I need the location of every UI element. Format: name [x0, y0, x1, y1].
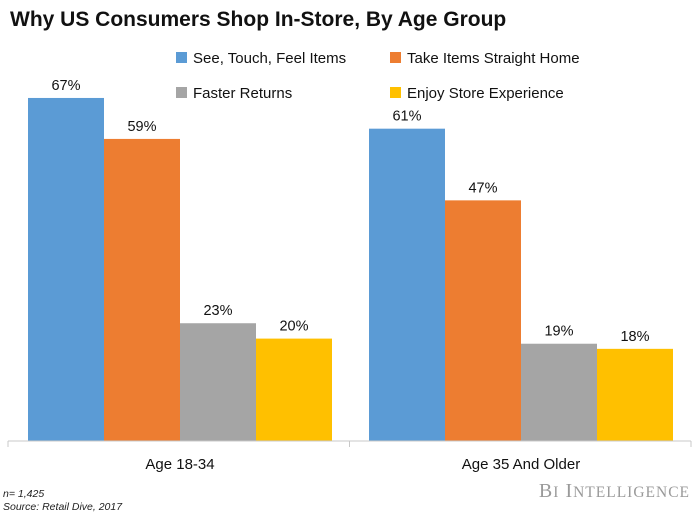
- legend-swatch-3: [390, 87, 401, 98]
- category-label-0: Age 18-34: [145, 456, 214, 473]
- data-labels-group: 67% 59% 23% 20% 61% 47% 19% 18%: [51, 78, 649, 345]
- source-note: Source: Retail Dive, 2017: [3, 501, 123, 513]
- sample-size-note: n= 1,425: [3, 488, 44, 500]
- category-labels: Age 18-34 Age 35 And Older: [145, 456, 580, 473]
- bar-0-0: [28, 97, 104, 442]
- data-label-0-2: 23%: [203, 303, 232, 319]
- data-label-0-3: 20%: [279, 319, 308, 335]
- bar-0-3: [256, 338, 332, 441]
- bar-0-1: [104, 138, 180, 442]
- legend: See, Touch, Feel Items Take Items Straigh…: [176, 50, 580, 102]
- bar-1-1: [445, 200, 521, 441]
- bar-1-3: [597, 348, 673, 441]
- category-label-1: Age 35 And Older: [462, 456, 580, 473]
- data-label-0-1: 59%: [127, 119, 156, 135]
- legend-swatch-2: [176, 87, 187, 98]
- data-label-0-0: 67%: [51, 78, 80, 94]
- bar-1-0: [369, 128, 445, 441]
- data-label-1-1: 47%: [468, 180, 497, 196]
- x-axis: [7, 440, 692, 447]
- bars-group: [28, 97, 673, 442]
- legend-swatch-1: [390, 52, 401, 63]
- data-label-1-0: 61%: [392, 109, 421, 125]
- legend-swatch-0: [176, 52, 187, 63]
- bar-0-2: [180, 323, 256, 441]
- bi-intelligence-logo: BI INTELLIGENCE: [539, 480, 690, 502]
- legend-label-1: Take Items Straight Home: [407, 50, 580, 67]
- legend-label-3: Enjoy Store Experience: [407, 85, 564, 102]
- data-label-1-3: 18%: [620, 329, 649, 345]
- data-label-1-2: 19%: [544, 324, 573, 340]
- chart-title: Why US Consumers Shop In-Store, By Age G…: [10, 8, 506, 31]
- legend-label-2: Faster Returns: [193, 85, 292, 102]
- legend-label-0: See, Touch, Feel Items: [193, 50, 346, 67]
- bar-1-2: [521, 343, 597, 441]
